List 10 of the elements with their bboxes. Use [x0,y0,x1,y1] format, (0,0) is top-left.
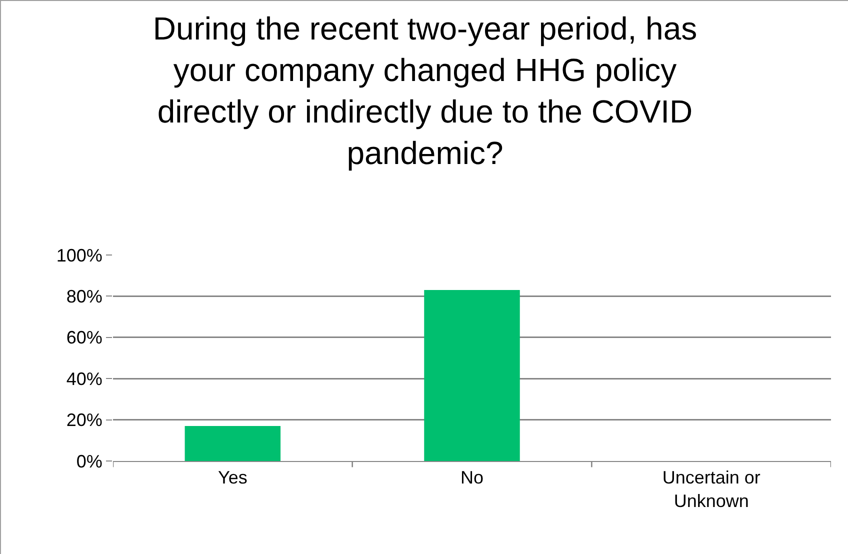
x-tick-label: Yes [218,468,248,488]
x-tick-label: Uncertain or Unknown [662,468,760,511]
y-tick-label: 40% [66,368,102,389]
y-tick-label: 80% [66,286,102,306]
y-tick-label: 60% [66,328,102,348]
y-tick-label: 0% [76,451,102,472]
y-tick-label: 100% [56,245,102,266]
x-tick-label: No [460,468,484,488]
chart-title: During the recent two-year period, has your company changed HHG policy directly or indirectly due to the COVID pandemic? [152,10,698,172]
y-tick-label: 20% [66,410,102,430]
